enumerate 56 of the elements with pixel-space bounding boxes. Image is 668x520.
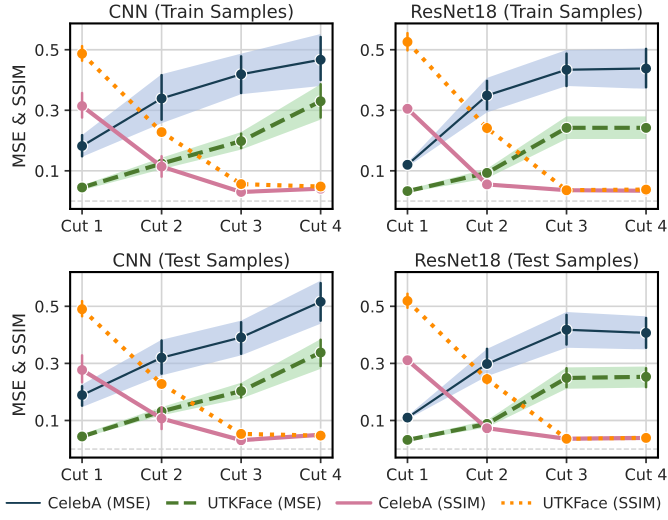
y-tick-label: 0.5 <box>35 300 58 313</box>
x-tick-label: Cut 3 <box>546 468 587 480</box>
legend-label: CelebA (SSIM) <box>379 496 485 510</box>
point <box>401 434 414 446</box>
legend-label: CelebA (MSE) <box>48 496 150 510</box>
chart-title: ResNet18 (Test Samples) <box>416 252 638 270</box>
x-tick-label: Cut 4 <box>300 468 342 480</box>
point <box>155 378 168 390</box>
y-axis-title: MSE & SSIM <box>12 66 26 166</box>
y-tick-label: 0.1 <box>35 414 58 427</box>
x-tick-label: Cut 2 <box>141 220 182 232</box>
legend-label: UTKFace (MSE) <box>208 496 320 510</box>
y-tick-label: 0.3 <box>35 104 58 117</box>
y-tick-label: 0.5 <box>360 44 384 56</box>
y-tick-label: 0.5 <box>360 300 384 313</box>
point <box>480 422 494 434</box>
y-tick-label: 0.1 <box>35 165 58 178</box>
y-axis-title: MSE & SSIM <box>12 314 26 415</box>
chart-title: ResNet18 (Train Samples) <box>412 4 642 22</box>
x-tick-label: Cut 1 <box>62 220 102 232</box>
x-tick-label: Cut 1 <box>62 468 102 480</box>
x-tick-label: Cut 2 <box>141 468 182 480</box>
x-tick-label: Cut 4 <box>626 468 667 480</box>
point <box>76 430 88 443</box>
x-tick-label: Cut 2 <box>466 468 507 480</box>
x-tick-label: Cut 4 <box>300 220 342 232</box>
y-tick-label: 0.1 <box>360 414 384 427</box>
point <box>401 412 414 424</box>
point <box>640 122 652 134</box>
y-tick-label: 0.3 <box>360 104 384 117</box>
y-tick-label: 0.5 <box>35 44 58 56</box>
y-tick-label: 0.3 <box>360 358 384 370</box>
y-tick-label: 0.3 <box>35 358 58 370</box>
point <box>401 102 414 115</box>
y-tick-label: 0.1 <box>360 165 384 178</box>
point <box>480 178 494 191</box>
point <box>560 122 573 134</box>
point <box>401 354 414 366</box>
x-tick-label: Cut 3 <box>220 220 262 232</box>
legend-label: UTKFace (SSIM) <box>544 496 660 510</box>
point <box>314 180 327 193</box>
x-tick-label: Cut 3 <box>546 220 587 232</box>
point <box>401 158 414 171</box>
point <box>76 181 88 194</box>
x-tick-label: Cut 1 <box>386 220 428 232</box>
x-tick-label: Cut 2 <box>466 220 507 232</box>
point <box>155 126 168 138</box>
point <box>235 428 248 440</box>
x-tick-label: Cut 3 <box>220 468 262 480</box>
point <box>401 184 414 198</box>
x-tick-label: Cut 4 <box>626 220 667 232</box>
point <box>235 178 248 190</box>
chart-title: CNN (Train Samples) <box>110 4 293 22</box>
x-tick-label: Cut 1 <box>386 468 428 480</box>
chart-title: CNN (Test Samples) <box>113 252 289 270</box>
point <box>480 166 494 180</box>
